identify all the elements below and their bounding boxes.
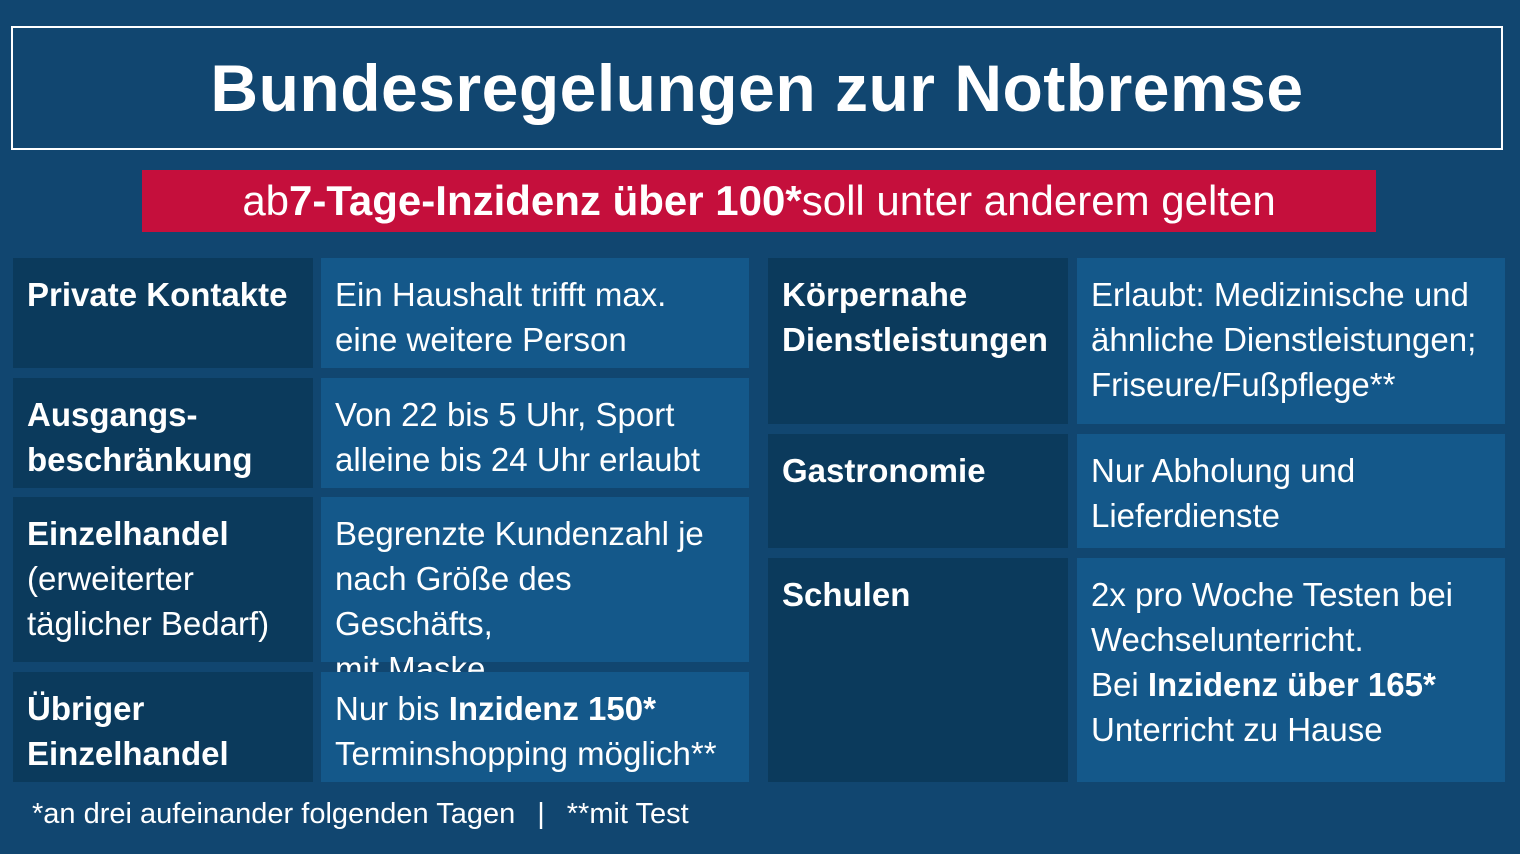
rule-label-text: Private Kontakte xyxy=(27,276,288,313)
rule-value-prefix: Bei xyxy=(1091,666,1148,703)
rule-value-line: Nur Abholung und xyxy=(1091,452,1356,489)
rule-value-line: Nur bis Inzidenz 150* xyxy=(335,686,735,731)
rule-label-koerpernahe-dienstleistungen: Körpernahe Dienstleistungen xyxy=(768,258,1068,424)
subtitle-banner: ab 7-Tage-Inzidenz über 100* soll unter … xyxy=(142,170,1376,232)
rule-label-line: Übriger xyxy=(27,690,145,727)
rule-value-gastronomie: Nur Abholung und Lieferdienste xyxy=(1077,434,1505,548)
rule-value-line: Wechselunterricht. xyxy=(1091,621,1364,658)
rule-value-koerpernahe-dienstleistungen: Erlaubt: Medizinische und ähnliche Diens… xyxy=(1077,258,1505,424)
rule-value-schulen: 2x pro Woche Testen bei Wechselunterrich… xyxy=(1077,558,1505,782)
rule-value-bold: Inzidenz über 165* xyxy=(1147,666,1436,703)
page-title: Bundesregelungen zur Notbremse xyxy=(210,51,1304,125)
rule-value-line: eine weitere Person xyxy=(335,321,627,358)
rule-value-line: nach Größe des Geschäfts, xyxy=(335,560,572,642)
rule-value-line: 2x pro Woche Testen bei xyxy=(1091,576,1454,613)
rule-label-line: Ausgangs- xyxy=(27,396,198,433)
rule-label-line: beschränkung xyxy=(27,441,253,478)
rule-label-schulen: Schulen xyxy=(768,558,1068,782)
rule-label-line: Einzelhandel xyxy=(27,515,229,552)
rule-value-bold: Inzidenz 150* xyxy=(448,690,656,727)
rule-value-line: Begrenzte Kundenzahl je xyxy=(335,515,704,552)
rule-value-line: Bei Inzidenz über 165* xyxy=(1091,662,1491,707)
title-box: Bundesregelungen zur Notbremse xyxy=(11,26,1503,150)
rule-label-line: Körpernahe xyxy=(782,276,968,313)
rule-value-prefix: Nur bis xyxy=(335,690,449,727)
rule-label-einzelhandel: Einzelhandel (erweiterter täglicher Beda… xyxy=(13,497,313,662)
rule-value-einzelhandel: Begrenzte Kundenzahl je nach Größe des G… xyxy=(321,497,749,687)
rule-label-ausgangsbeschraenkung: Ausgangs- beschränkung xyxy=(13,378,313,488)
rule-value-ausgangsbeschraenkung: Von 22 bis 5 Uhr, Sport alleine bis 24 U… xyxy=(321,378,749,488)
rule-value-line: Ein Haushalt trifft max. xyxy=(335,276,667,313)
footnote-test: **mit Test xyxy=(566,798,689,830)
rule-label-text: Gastronomie xyxy=(782,452,986,489)
footnote-incidence: *an drei aufeinander folgenden Tagen xyxy=(32,798,516,830)
rule-value-line: Lieferdienste xyxy=(1091,497,1280,534)
rule-value-line: ähnliche Dienstleistungen; xyxy=(1091,321,1477,358)
rule-label-line: Dienstleistungen xyxy=(782,321,1048,358)
rule-value-private-kontakte: Ein Haushalt trifft max. eine weitere Pe… xyxy=(321,258,749,368)
rule-label-text: Schulen xyxy=(782,576,911,613)
rule-label-sub-line: (erweiterter xyxy=(27,560,194,597)
subtitle-suffix: soll unter anderem gelten xyxy=(801,177,1276,224)
rule-value-line: Erlaubt: Medizinische und xyxy=(1091,276,1469,313)
footnotes: *an drei aufeinander folgenden Tagen | **m… xyxy=(32,798,689,831)
rule-label-uebriger-einzelhandel: Übriger Einzelhandel xyxy=(13,672,313,782)
subtitle-bold: 7-Tage-Inzidenz über 100* xyxy=(289,177,802,224)
rule-value-line: Unterricht zu Hause xyxy=(1091,711,1383,748)
rule-value-line: Friseure/Fußpflege** xyxy=(1091,366,1396,403)
footnote-separator: | xyxy=(537,798,545,830)
rule-value-line: alleine bis 24 Uhr erlaubt xyxy=(335,441,701,478)
rule-label-sub-line: täglicher Bedarf) xyxy=(27,605,270,642)
rule-label-gastronomie: Gastronomie xyxy=(768,434,1068,548)
rule-value-line: Von 22 bis 5 Uhr, Sport xyxy=(335,396,675,433)
rule-value-uebriger-einzelhandel: Nur bis Inzidenz 150* Terminshopping mög… xyxy=(321,672,749,782)
rule-value-line: Terminshopping möglich** xyxy=(335,735,717,772)
rule-label-private-kontakte: Private Kontakte xyxy=(13,258,313,368)
subtitle-prefix: ab xyxy=(242,177,290,224)
rule-label-line: Einzelhandel xyxy=(27,735,229,772)
